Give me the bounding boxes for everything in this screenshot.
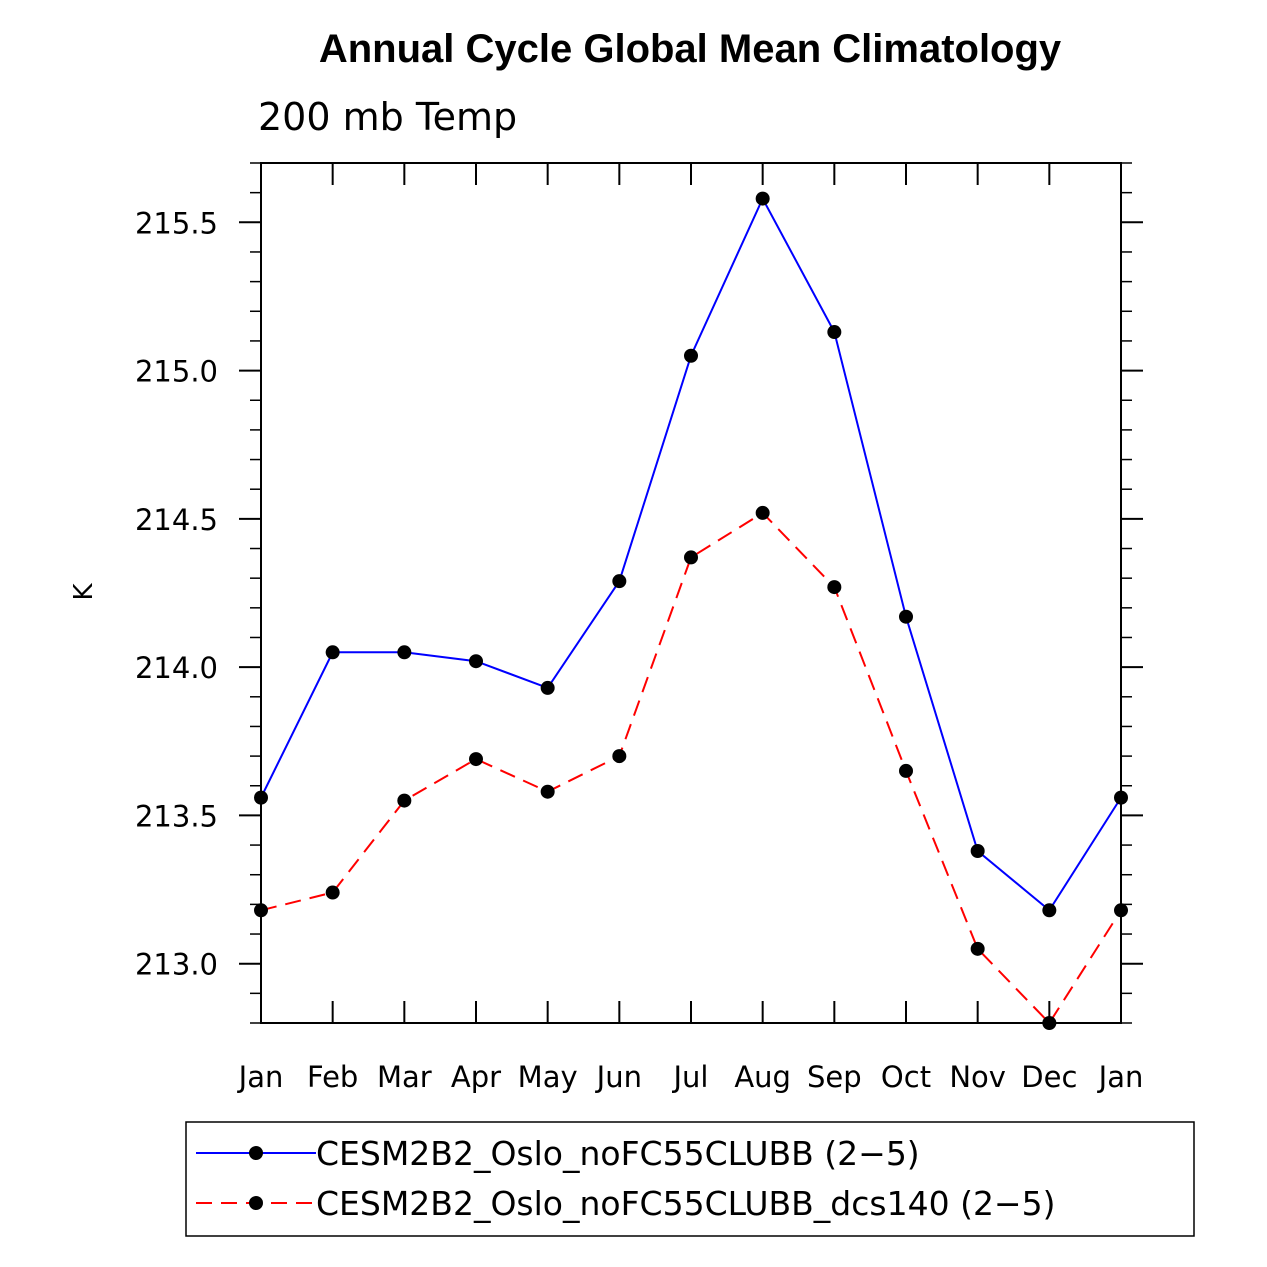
x-tick-label: Jul <box>672 1060 709 1094</box>
x-tick-label: Nov <box>949 1060 1006 1094</box>
series-2-point <box>970 941 985 956</box>
x-tick-label: Jan <box>237 1060 284 1094</box>
series-line-2 <box>260 511 1122 1025</box>
series-1-point <box>1042 903 1057 918</box>
series-2-point <box>827 580 842 595</box>
legend-marker-1 <box>249 1146 263 1160</box>
legend-box <box>185 1121 1195 1237</box>
series-1-point <box>540 680 555 695</box>
series-1-point <box>899 609 913 624</box>
series-1-point <box>469 654 483 669</box>
x-tick-label: Aug <box>734 1060 791 1094</box>
series-group <box>254 191 1128 1030</box>
legend-label-2: CESM2B2_Oslo_noFC55CLUBB_dcs140 (2−5) <box>316 1184 1055 1223</box>
y-tick-label: 214.0 <box>135 651 218 685</box>
series-2-point <box>325 885 340 900</box>
chart-title: Annual Cycle Global Mean Climatology <box>319 27 1062 71</box>
series-1-point <box>970 844 985 858</box>
series-2-point <box>684 550 698 565</box>
legend: CESM2B2_Oslo_noFC55CLUBB (2−5) CESM2B2_Os… <box>185 1121 1195 1237</box>
x-tick-label: Sep <box>807 1060 862 1094</box>
x-tick-labels: Jan Feb Mar Apr May Jun Jul Aug Sep Oct Nov Dec Jan <box>237 1060 1144 1094</box>
series-2-point <box>1114 903 1128 918</box>
series-2-point <box>899 763 913 778</box>
series-1-point <box>827 325 842 340</box>
series-2-point <box>254 903 268 918</box>
x-tick-label: Jun <box>595 1060 642 1094</box>
y-tick-label: 215.0 <box>135 355 218 389</box>
y-axis-label: K <box>69 583 99 601</box>
chart-subtitle: 200 mb Temp <box>258 95 517 139</box>
legend-marker-2 <box>249 1196 263 1210</box>
y-tick-label: 213.0 <box>135 948 218 982</box>
series-1-point <box>1114 790 1128 805</box>
x-tick-label: Dec <box>1021 1060 1077 1094</box>
series-2-point <box>1042 1016 1057 1030</box>
series-2-point <box>469 752 483 767</box>
series-2-point <box>612 749 627 764</box>
y-tick-labels: 213.0 213.5 214.0 214.5 215.0 215.5 <box>135 206 218 981</box>
plot-frame <box>260 162 1122 1024</box>
series-1-point <box>397 645 412 660</box>
series-1-point <box>755 191 770 206</box>
axis-ticks <box>239 162 1143 1024</box>
legend-label-1: CESM2B2_Oslo_noFC55CLUBB (2−5) <box>316 1134 920 1173</box>
series-1-point <box>325 645 340 660</box>
x-tick-label: Feb <box>307 1060 358 1094</box>
y-tick-label: 214.5 <box>135 503 218 537</box>
y-tick-label: 215.5 <box>135 206 218 240</box>
series-2-point <box>540 784 555 799</box>
series-1-point <box>612 574 627 589</box>
x-tick-label: Jan <box>1097 1060 1144 1094</box>
x-tick-label: Mar <box>377 1060 432 1094</box>
x-tick-label: May <box>518 1060 578 1094</box>
series-1-point <box>684 348 698 363</box>
series-2-point <box>397 793 412 808</box>
x-tick-label: Oct <box>881 1060 931 1094</box>
series-2-point <box>755 505 770 520</box>
series-1-point <box>254 790 268 805</box>
y-tick-label: 213.5 <box>135 799 218 833</box>
x-tick-label: Apr <box>451 1060 501 1094</box>
